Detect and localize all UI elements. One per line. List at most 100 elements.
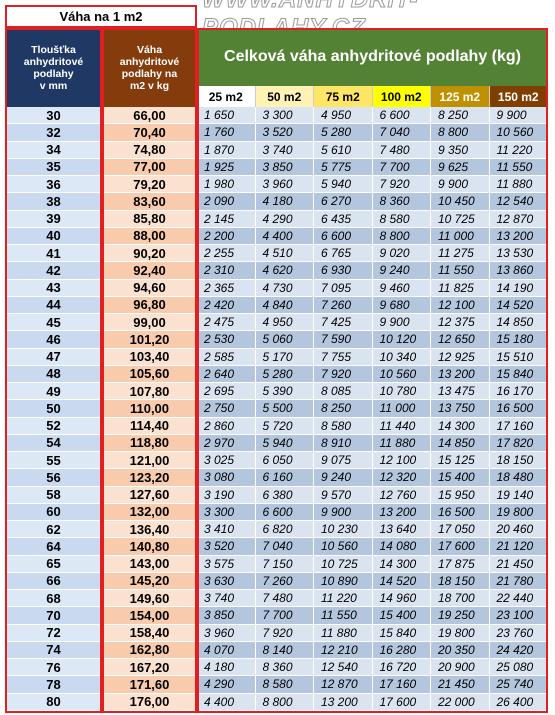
area-weight-cell: 12 925 [431, 348, 490, 366]
area-weight-cell: 5 170 [255, 348, 314, 366]
thickness-cell: 70 [5, 607, 102, 625]
area-weight-cell: 13 200 [489, 227, 548, 245]
area-weight-cell: 15 840 [372, 624, 431, 642]
area-weight-cell: 19 800 [489, 503, 548, 521]
area-weight-cell: 4 840 [255, 296, 314, 314]
area-weight-cell: 10 450 [431, 193, 490, 211]
website: WWW.ANHYDRIT-PODLAHY.CZ [202, 0, 552, 42]
weight-cell: 158,40 [102, 624, 197, 642]
area-weight-cell: 13 200 [314, 693, 373, 711]
area-weight-cell: 8 250 [314, 400, 373, 418]
area-weight-cell: 15 510 [489, 348, 548, 366]
area-header: 150 m2 [489, 86, 548, 107]
thickness-cell: 50 [5, 400, 102, 418]
area-weight-cell: 7 755 [314, 348, 373, 366]
weight-cell: 92,40 [102, 262, 197, 280]
weight-cell: 90,20 [102, 245, 197, 263]
area-weight-cell: 7 480 [255, 590, 314, 608]
weight-label: Váha na 1 m2 [5, 5, 197, 28]
area-weight-cell: 11 880 [489, 176, 548, 194]
area-weight-cell: 4 400 [255, 227, 314, 245]
area-weight-cell: 10 560 [489, 124, 548, 142]
area-weight-cell: 12 100 [431, 296, 490, 314]
area-weight-cell: 9 460 [372, 279, 431, 297]
thickness-cell: 39 [5, 210, 102, 228]
area-weight-cell: 3 960 [255, 176, 314, 194]
area-weight-cell: 7 480 [372, 141, 431, 159]
weight-cell: 96,80 [102, 296, 197, 314]
area-weight-cell: 11 220 [314, 590, 373, 608]
area-weight-cell: 3 520 [255, 124, 314, 142]
area-weight-cell: 8 140 [255, 641, 314, 659]
area-weight-cell: 1 870 [197, 141, 256, 159]
thickness-cell: 52 [5, 417, 102, 435]
area-weight-cell: 3 850 [255, 158, 314, 176]
area-weight-cell: 6 270 [314, 193, 373, 211]
area-weight-cell: 4 950 [314, 107, 373, 125]
weight-cell: 103,40 [102, 348, 197, 366]
area-weight-cell: 7 260 [314, 296, 373, 314]
area-weight-cell: 17 160 [372, 676, 431, 694]
thickness-cell: 62 [5, 521, 102, 539]
area-weight-cell: 8 800 [372, 227, 431, 245]
area-weight-cell: 2 530 [197, 331, 256, 349]
thickness-cell: 54 [5, 434, 102, 452]
area-weight-cell: 9 900 [314, 503, 373, 521]
thickness-cell: 42 [5, 262, 102, 280]
thickness-cell: 35 [5, 158, 102, 176]
weight-cell: 149,60 [102, 590, 197, 608]
area-weight-cell: 2 255 [197, 245, 256, 263]
area-header: 75 m2 [314, 86, 373, 107]
area-header: 100 m2 [372, 86, 431, 107]
area-weight-cell: 3 850 [197, 607, 256, 625]
area-weight-cell: 19 140 [489, 486, 548, 504]
thickness-cell: 30 [5, 107, 102, 125]
area-weight-cell: 10 560 [314, 538, 373, 556]
thickness-cell: 34 [5, 141, 102, 159]
thickness-cell: 66 [5, 572, 102, 590]
area-weight-cell: 7 150 [255, 555, 314, 573]
area-weight-cell: 6 050 [255, 452, 314, 470]
area-weight-cell: 8 800 [431, 124, 490, 142]
area-weight-cell: 3 300 [255, 107, 314, 125]
area-weight-cell: 8 360 [255, 659, 314, 677]
area-weight-cell: 3 575 [197, 555, 256, 573]
thickness-cell: 60 [5, 503, 102, 521]
area-weight-cell: 5 940 [314, 176, 373, 194]
thickness-cell: 44 [5, 296, 102, 314]
area-weight-cell: 8 580 [372, 210, 431, 228]
area-weight-cell: 8 580 [255, 676, 314, 694]
area-weight-cell: 11 550 [314, 607, 373, 625]
area-weight-cell: 11 275 [431, 245, 490, 263]
area-weight-cell: 2 090 [197, 193, 256, 211]
area-weight-cell: 7 590 [314, 331, 373, 349]
area-weight-cell: 7 700 [255, 607, 314, 625]
area-weight-cell: 7 425 [314, 314, 373, 332]
area-weight-cell: 17 160 [489, 417, 548, 435]
area-weight-cell: 4 950 [255, 314, 314, 332]
area-weight-cell: 3 080 [197, 469, 256, 487]
weight-cell: 85,80 [102, 210, 197, 228]
area-weight-cell: 7 920 [314, 365, 373, 383]
area-weight-cell: 9 240 [314, 469, 373, 487]
area-weight-cell: 7 920 [255, 624, 314, 642]
area-weight-cell: 16 500 [489, 400, 548, 418]
area-weight-cell: 16 280 [372, 641, 431, 659]
area-weight-cell: 4 730 [255, 279, 314, 297]
area-weight-cell: 11 000 [431, 227, 490, 245]
area-header: 25 m2 [197, 86, 256, 107]
area-weight-cell: 4 400 [197, 693, 256, 711]
area-weight-cell: 10 780 [372, 383, 431, 401]
area-weight-cell: 4 620 [255, 262, 314, 280]
area-weight-cell: 18 480 [489, 469, 548, 487]
thickness-cell: 36 [5, 176, 102, 194]
area-weight-cell: 9 900 [431, 176, 490, 194]
area-weight-cell: 1 650 [197, 107, 256, 125]
area-header: 50 m2 [255, 86, 314, 107]
area-weight-cell: 20 900 [431, 659, 490, 677]
area-weight-cell: 23 100 [489, 607, 548, 625]
area-weight-cell: 3 630 [197, 572, 256, 590]
area-weight-cell: 11 220 [489, 141, 548, 159]
weight-cell: 105,60 [102, 365, 197, 383]
area-weight-cell: 13 860 [489, 262, 548, 280]
